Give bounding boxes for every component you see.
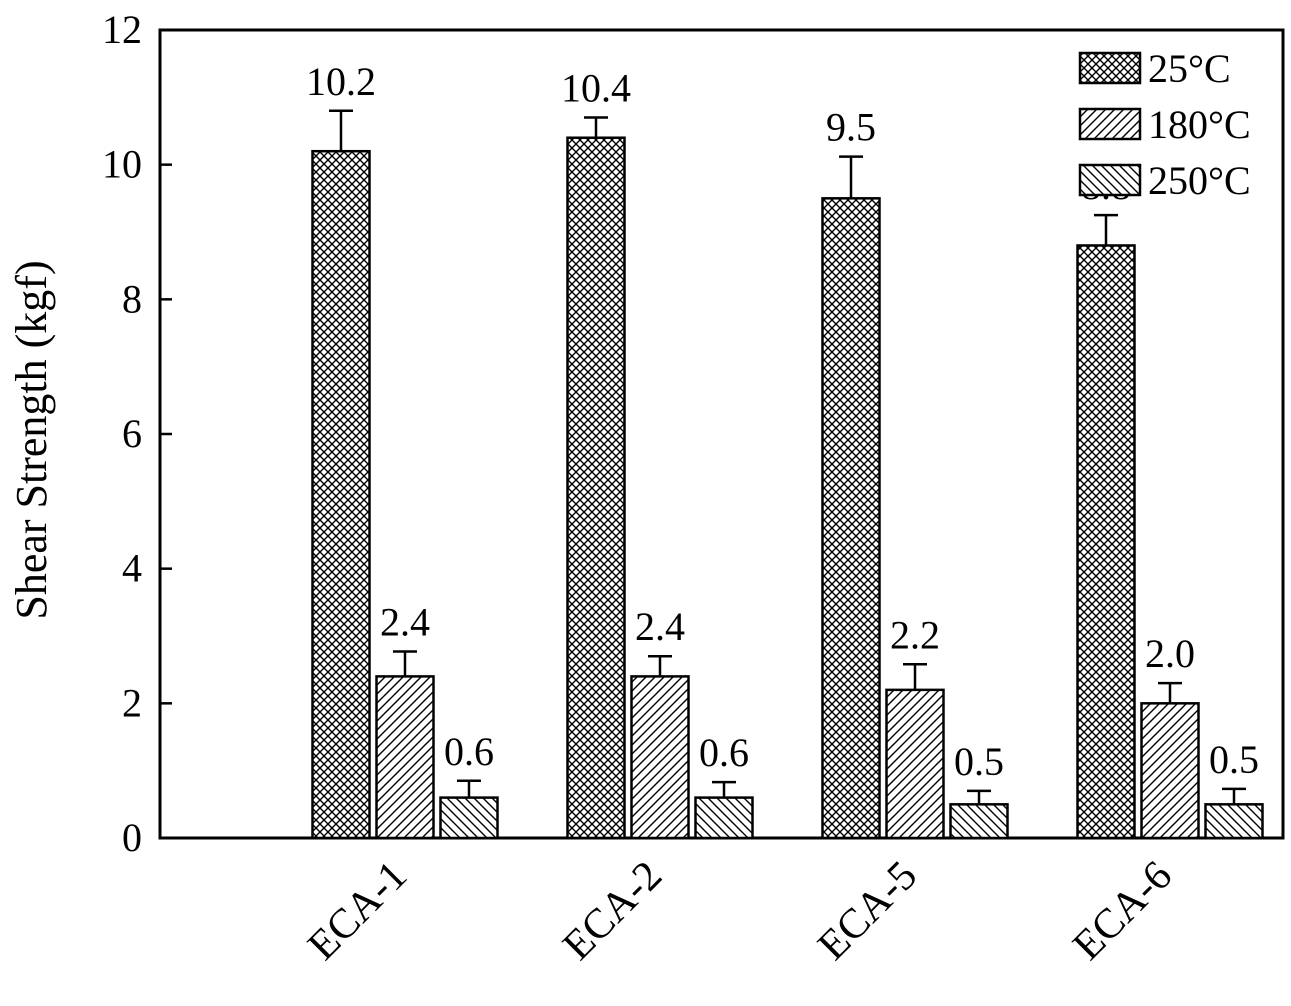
y-tick-label: 4 — [122, 546, 142, 591]
data-label: 2.4 — [635, 604, 685, 649]
bar — [566, 136, 626, 840]
y-tick-label: 12 — [102, 7, 142, 52]
legend-label: 180°C — [1148, 102, 1251, 147]
bar-group-eca-2: 10.4 2.4 0.6 — [561, 66, 754, 840]
data-label: 9.5 — [826, 105, 876, 150]
bar-group-eca-1: 10.2 2.4 0.6 — [306, 59, 499, 840]
bar — [375, 675, 435, 840]
y-axis: 0 2 4 6 8 10 12 — [102, 7, 172, 860]
bar — [1204, 803, 1264, 840]
legend-item: 250°C — [1078, 158, 1251, 203]
data-label: 0.5 — [954, 739, 1004, 784]
bar-group-eca-6: 8.82.00.5 — [1076, 163, 1264, 840]
y-tick-label: 10 — [102, 142, 142, 187]
data-label: 0.5 — [1209, 737, 1259, 782]
data-label: 0.6 — [699, 730, 749, 775]
legend-item: 180°C — [1078, 102, 1251, 147]
legend-swatch — [1078, 163, 1142, 197]
bars: 10.22.40.610.42.40.69.52.20.58.82.00.5 — [306, 59, 1264, 840]
bar — [439, 796, 499, 840]
x-tick-label: ECA-5 — [809, 853, 926, 970]
bar — [694, 796, 754, 840]
data-label: 10.2 — [306, 59, 376, 104]
data-label: 10.4 — [561, 66, 631, 111]
x-axis: ECA-1 ECA-2 ECA-5 ECA-6 — [299, 853, 1181, 970]
bar — [1076, 244, 1136, 840]
bar — [630, 675, 690, 840]
legend-label: 25°C — [1148, 46, 1231, 91]
data-label: 0.6 — [444, 729, 494, 774]
y-tick-label: 6 — [122, 411, 142, 456]
legend-swatch — [1078, 107, 1142, 141]
y-tick-label: 8 — [122, 276, 142, 321]
x-tick-label: ECA-1 — [299, 853, 416, 970]
bar — [821, 197, 881, 840]
legend-label: 250°C — [1148, 158, 1251, 203]
data-label: 2.2 — [890, 612, 940, 657]
bar — [1140, 702, 1200, 840]
y-axis-title: Shear Strength (kgf) — [7, 260, 56, 619]
data-label: 2.4 — [380, 599, 430, 644]
x-tick-label: ECA-6 — [1064, 853, 1181, 970]
legend-item: 25°C — [1078, 46, 1231, 91]
x-tick-label: ECA-2 — [554, 853, 671, 970]
data-label: 2.0 — [1145, 631, 1195, 676]
bar-group-eca-5: 9.5 2.2 0.5 — [821, 105, 1009, 840]
bar — [885, 688, 945, 840]
legend: 25°C 180°C 250°C — [1078, 46, 1251, 203]
y-tick-label: 0 — [122, 815, 142, 860]
legend-swatch — [1078, 51, 1142, 85]
bar — [311, 149, 371, 840]
bar — [949, 803, 1009, 840]
y-tick-label: 2 — [122, 680, 142, 725]
